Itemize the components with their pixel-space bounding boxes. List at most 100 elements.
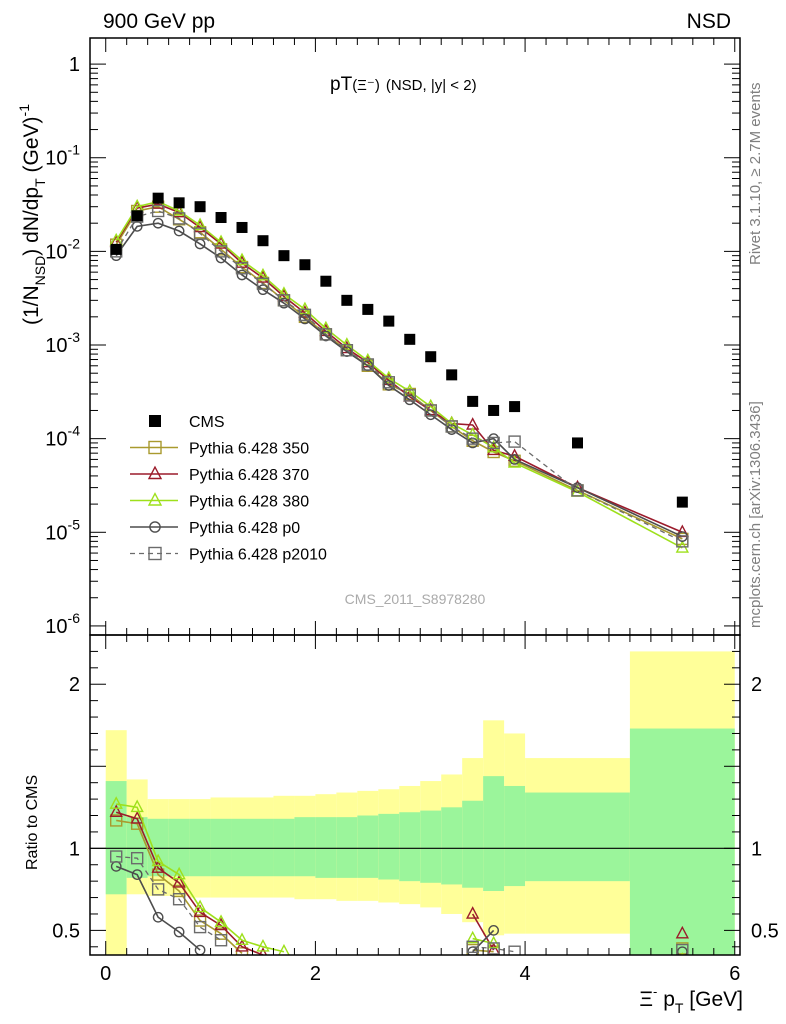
- series-pythia-6-428-370: [109, 196, 689, 538]
- ratio-point: [235, 932, 249, 946]
- stat-band-bin: [525, 792, 630, 882]
- stat-band-bin: [252, 818, 274, 877]
- legend-entry-pythia-6-428-350: Pythia 6.428 350: [130, 441, 309, 458]
- legend-entry-pythia-6-428-p2010: Pythia 6.428 p2010: [130, 547, 327, 564]
- y-tick-label: 10-5: [45, 516, 80, 544]
- ratio-uncertainty-bands: [90, 651, 740, 955]
- stat-band-bin: [378, 813, 400, 880]
- data-point: [236, 221, 248, 233]
- stat-band-bin: [357, 815, 379, 878]
- ratio-point: [130, 799, 144, 813]
- series-line: [115, 203, 683, 534]
- x-axis-title: Ξ- pT [GeV]: [639, 984, 743, 1016]
- data-point: [488, 433, 500, 445]
- data-point: [572, 437, 583, 449]
- stat-band-bin: [399, 812, 421, 882]
- data-point: [110, 243, 122, 255]
- legend-label: Pythia 6.428 p0: [189, 520, 300, 537]
- ratio-y-axis-title: Ratio to CMS: [24, 775, 41, 870]
- plot-title-cuts: (NSD, |y| < 2): [386, 77, 477, 94]
- data-point: [341, 294, 353, 306]
- data-point: [193, 217, 207, 231]
- legend-label: Pythia 6.428 380: [189, 494, 309, 511]
- ratio-series-pythia-6-428-p0: [110, 861, 688, 955]
- ratio-point: [130, 851, 144, 865]
- ratio-series-pythia-6-428-380: [109, 796, 684, 955]
- plot-axes: 0 2 4 6 1 10-1 10-2 10-3 10-4 10-5 10-6 0.5 0.5 1 1 2 2: [45, 37, 779, 985]
- legend-label: Pythia 6.428 p2010: [189, 547, 327, 564]
- ratio-point: [151, 868, 165, 881]
- ratio-point: [675, 925, 689, 939]
- data-point: [151, 204, 165, 218]
- data-point: [488, 404, 500, 416]
- legend-marker: [148, 440, 162, 455]
- stat-band-bin: [189, 818, 211, 877]
- y-tick-label: 10-3: [45, 329, 80, 357]
- data-point: [214, 236, 228, 249]
- ratio-series-line: [472, 946, 515, 953]
- ratio-point: [214, 914, 228, 928]
- ratio-y-tick-label: 1: [69, 838, 80, 860]
- ratio-series-pythia-6-428-p2010: [110, 850, 689, 955]
- data-point: [214, 245, 228, 258]
- ratio-y-tick-label-right: 0.5: [751, 920, 779, 942]
- data-point: [340, 344, 354, 357]
- data-point: [404, 333, 416, 345]
- data-point: [257, 235, 269, 247]
- data-point: [467, 395, 479, 407]
- data-point: [319, 328, 333, 341]
- data-point: [509, 401, 521, 413]
- ratio-point: [214, 927, 228, 940]
- plot-title-main: pT: [330, 74, 353, 95]
- data-point: [487, 436, 500, 450]
- data-point: [676, 496, 688, 508]
- data-point: [172, 204, 186, 218]
- data-point: [277, 294, 291, 307]
- data-point: [320, 330, 332, 342]
- legend-entry-cms: CMS: [149, 414, 225, 431]
- data-point: [445, 415, 459, 429]
- y-tick-label: 1: [69, 54, 80, 76]
- data-point: [319, 320, 333, 334]
- main-plot-series: [109, 192, 689, 553]
- data-point: [676, 535, 689, 548]
- legend-label: Pythia 6.428 370: [189, 467, 309, 484]
- ratio-point: [152, 911, 164, 923]
- data-point: [235, 252, 249, 266]
- ratio-point: [487, 942, 500, 955]
- ratio-point: [151, 883, 165, 896]
- ratio-point: [172, 874, 186, 888]
- y-tick-label: 10-2: [45, 235, 80, 263]
- data-point: [173, 225, 185, 237]
- data-point: [299, 259, 311, 271]
- data-point: [256, 277, 270, 291]
- stat-band-bin: [273, 818, 295, 877]
- data-point: [131, 210, 143, 222]
- ratio-point: [676, 943, 689, 955]
- ratio-y-tick-label: 0.5: [52, 920, 80, 942]
- process-label: NSD: [687, 10, 731, 33]
- legend-marker: [147, 492, 163, 506]
- series-pythia-6-428-p2010: [110, 204, 689, 548]
- x-tick-label: 6: [729, 963, 740, 985]
- plot-title: pT(Ξ⁻) (NSD, |y| < 2): [330, 74, 477, 95]
- ratio-point: [488, 925, 500, 936]
- ratio-point: [130, 810, 144, 824]
- ratio-series-line: [115, 811, 264, 955]
- data-point: [676, 531, 688, 542]
- ratio-point: [172, 893, 186, 906]
- data-point: [256, 270, 270, 283]
- data-point: [152, 192, 164, 204]
- data-point: [383, 380, 395, 391]
- ratio-y-tick-label-right: 1: [751, 838, 762, 860]
- data-point: [193, 219, 207, 233]
- data-point: [404, 394, 416, 406]
- ratio-series-line: [116, 855, 222, 941]
- data-point: [215, 212, 227, 224]
- analysis-label: CMS_2011_S8978280: [345, 591, 486, 607]
- data-point: [361, 358, 375, 371]
- stat-band-bin: [441, 807, 463, 885]
- data-point: [278, 250, 290, 262]
- ratio-point: [151, 853, 165, 867]
- x-tick-label: 2: [310, 963, 321, 985]
